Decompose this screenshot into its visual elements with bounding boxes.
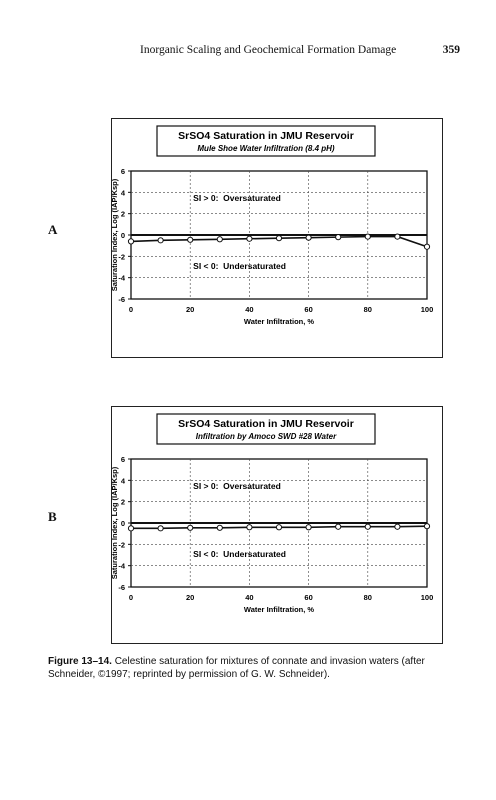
data-point (216, 236, 223, 243)
data-point (305, 524, 312, 531)
running-title: Inorganic Scaling and Geochemical Format… (140, 44, 397, 56)
y-tick-label: 6 (121, 455, 125, 464)
y-tick-label: -4 (118, 274, 125, 283)
data-point (394, 233, 401, 240)
data-point (335, 523, 342, 530)
y-tick-label: 2 (121, 498, 125, 507)
data-point (157, 525, 164, 532)
data-point (423, 523, 431, 530)
chart-b-svg: SrSO4 Saturation in JMU Reservoir Infiltr… (112, 413, 434, 614)
annotation-undersaturated: SI < 0: Undersaturated (193, 261, 286, 271)
x-tick-label: 60 (304, 593, 312, 602)
x-tick-label: 60 (304, 305, 312, 314)
x-tick-label: 0 (129, 593, 133, 602)
x-tick-label: 40 (245, 305, 253, 314)
running-head: Inorganic Scaling and Geochemical Format… (140, 44, 460, 56)
data-point (364, 233, 371, 240)
page-number: 359 (442, 44, 460, 56)
data-point (127, 238, 135, 245)
data-point (275, 524, 283, 531)
figure-caption-text: Celestine saturation for mixtures of con… (48, 656, 425, 680)
panel-letter-a: A (48, 222, 58, 237)
y-tick-label: 0 (121, 519, 125, 528)
y-tick-label: -6 (118, 295, 125, 304)
chart-title: SrSO4 Saturation in JMU Reservoir (178, 418, 354, 430)
panel-letter-b: B (48, 509, 57, 524)
y-tick-label: -6 (118, 583, 125, 592)
x-tick-label: 100 (421, 305, 434, 314)
figure-label: Figure 13–14. (48, 656, 112, 667)
x-axis-label: Water Infiltration, % (244, 317, 314, 326)
y-tick-label: 2 (121, 210, 125, 219)
y-tick-label: 6 (121, 167, 125, 176)
chart-subtitle: Infiltration by Amoco SWD #28 Water (196, 432, 337, 441)
x-tick-label: 0 (129, 305, 133, 314)
data-point (364, 523, 371, 530)
x-axis-label: Water Infiltration, % (244, 605, 314, 614)
x-tick-label: 80 (364, 305, 372, 314)
data-point (394, 523, 401, 530)
x-tick-label: 20 (186, 305, 194, 314)
y-axis-label: Saturation Index, Log (IAP/Ksp) (112, 466, 119, 579)
data-point (423, 243, 431, 250)
data-point (127, 525, 135, 532)
chart-panel-a: SrSO4 Saturation in JMU Reservoir Mule Sh… (111, 118, 443, 358)
chart-panel-b: SrSO4 Saturation in JMU Reservoir Infiltr… (111, 406, 443, 644)
y-tick-label: 4 (121, 476, 126, 485)
data-point (305, 234, 312, 241)
data-point (246, 524, 253, 531)
y-tick-label: -2 (118, 540, 125, 549)
data-point (187, 524, 194, 531)
x-tick-label: 80 (364, 593, 372, 602)
chart-subtitle: Mule Shoe Water Infiltration (8.4 pH) (197, 144, 335, 153)
data-point (216, 524, 223, 531)
x-tick-label: 20 (186, 593, 194, 602)
annotation-oversaturated: SI > 0: Oversaturated (193, 193, 281, 203)
chart-title: SrSO4 Saturation in JMU Reservoir (178, 130, 354, 142)
chart-title-box (156, 125, 376, 157)
annotation-undersaturated: SI < 0: Undersaturated (193, 549, 286, 559)
y-tick-label: 0 (121, 231, 125, 240)
data-point (275, 235, 283, 242)
annotation-oversaturated: SI > 0: Oversaturated (193, 481, 281, 491)
figure-caption: Figure 13–14. Celestine saturation for m… (48, 655, 446, 681)
x-tick-label: 100 (421, 593, 434, 602)
y-tick-label: -4 (118, 562, 125, 571)
chart-title-box (156, 413, 376, 445)
chart-a-svg: SrSO4 Saturation in JMU Reservoir Mule Sh… (112, 125, 434, 326)
y-tick-label: -2 (118, 252, 125, 261)
y-axis-label: Saturation Index, Log (IAP/Ksp) (112, 178, 119, 291)
x-tick-label: 40 (245, 593, 253, 602)
data-point (187, 236, 194, 243)
y-tick-label: 4 (121, 188, 126, 197)
data-point (157, 237, 164, 244)
data-point (335, 234, 342, 241)
data-point (246, 235, 253, 242)
